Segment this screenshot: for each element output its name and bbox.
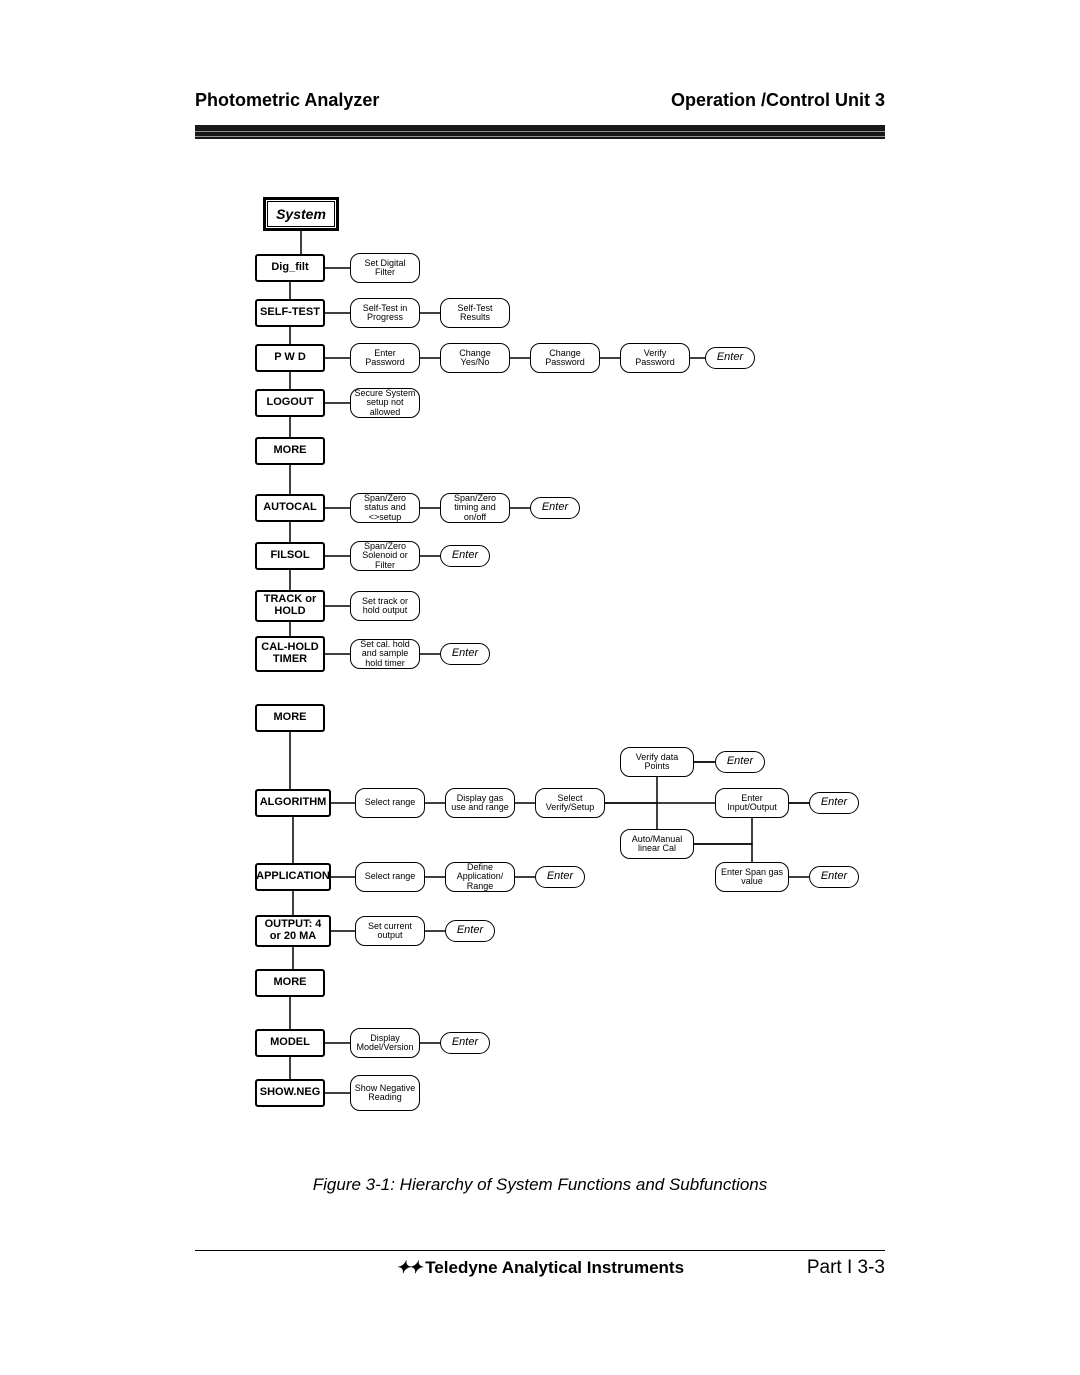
header-left: Photometric Analyzer (195, 90, 379, 111)
node-filsol: FILSOL (255, 542, 325, 570)
header-right: Operation /Control Unit 3 (671, 90, 885, 111)
footer-center: ✦✦ Teledyne Analytical Instruments (315, 1258, 765, 1278)
footer-page-num: Part I 3-3 (765, 1257, 885, 1279)
decorative-bar (195, 125, 885, 139)
node-track1: Set track or hold output (350, 591, 420, 621)
node-app: APPLICATION (255, 863, 331, 891)
node-pwd: P W D (255, 344, 325, 372)
node-algo: ALGORITHM (255, 789, 331, 817)
node-filsol1: Span/Zero Solenoid or Filter (350, 541, 420, 571)
node-pwd2: Change Yes/No (440, 343, 510, 373)
page-header: Photometric Analyzer Operation /Control … (195, 90, 885, 111)
node-track: TRACK or HOLD (255, 590, 325, 622)
node-shneg: SHOW.NEG (255, 1079, 325, 1107)
node-app2: Define Application/ Range (445, 862, 515, 892)
node-more1: MORE (255, 437, 325, 465)
node-logout: LOGOUT (255, 389, 325, 417)
node-model2: Enter (440, 1032, 490, 1054)
node-output: OUTPUT: 4 or 20 MA (255, 915, 331, 947)
node-pwd5: Enter (705, 347, 755, 369)
node-verdata: Verify data Points (620, 747, 694, 777)
node-selftest: SELF-TEST (255, 299, 325, 327)
node-algo1: Select range (355, 788, 425, 818)
node-pwd3: Change Password (530, 343, 600, 373)
node-output2: Enter (445, 920, 495, 942)
node-calhold2: Enter (440, 643, 490, 665)
node-pwd4: Verify Password (620, 343, 690, 373)
node-system: System (265, 199, 337, 229)
figure-caption: Figure 3-1: Hierarchy of System Function… (195, 1175, 885, 1195)
node-digfilt1: Set Digital Filter (350, 253, 420, 283)
connector-lines (235, 199, 875, 1149)
node-logout1: Secure System setup not allowed (350, 388, 420, 418)
logo-icon: ✦✦ (396, 1258, 421, 1277)
node-algo3: Select Verify/Setup (535, 788, 605, 818)
node-autocal1: Span/Zero status and <>setup (350, 493, 420, 523)
node-span: Enter Span gas value (715, 862, 789, 892)
node-selftest1: Self-Test in Progress (350, 298, 420, 328)
node-algo2: Display gas use and range (445, 788, 515, 818)
node-algoioe: Enter (809, 792, 859, 814)
node-digfilt: Dig_filt (255, 254, 325, 282)
page-footer: ✦✦ Teledyne Analytical Instruments Part … (195, 1257, 885, 1279)
node-more2: MORE (255, 704, 325, 732)
hierarchy-diagram: System Dig_filt Set Digital Filter SELF-TES… (235, 199, 875, 1149)
node-app1: Select range (355, 862, 425, 892)
node-selftest2: Self-Test Results (440, 298, 510, 328)
footer-rule (195, 1250, 885, 1251)
node-autocal: AUTOCAL (255, 494, 325, 522)
node-autocal2: Span/Zero timing and on/off (440, 493, 510, 523)
node-calhold1: Set cal. hold and sample hold timer (350, 639, 420, 669)
node-spane: Enter (809, 866, 859, 888)
node-model1: Display Model/Version (350, 1028, 420, 1058)
node-shneg1: Show Negative Reading (350, 1075, 420, 1111)
node-verdatae: Enter (715, 751, 765, 773)
node-algoio: Enter Input/Output (715, 788, 789, 818)
node-model: MODEL (255, 1029, 325, 1057)
node-app3: Enter (535, 866, 585, 888)
node-automan: Auto/Manual linear Cal (620, 829, 694, 859)
node-more3: MORE (255, 969, 325, 997)
node-output1: Set current output (355, 916, 425, 946)
node-calhold: CAL-HOLD TIMER (255, 636, 325, 672)
page: Photometric Analyzer Operation /Control … (0, 0, 1080, 1319)
node-pwd1: Enter Password (350, 343, 420, 373)
node-autocal3: Enter (530, 497, 580, 519)
node-filsol2: Enter (440, 545, 490, 567)
